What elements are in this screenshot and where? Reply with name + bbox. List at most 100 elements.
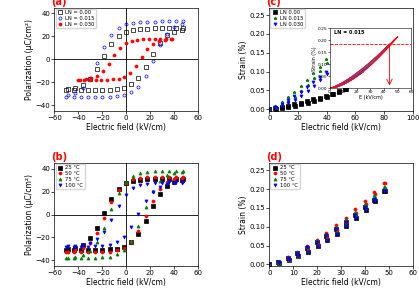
100 °C: [184, 181, 189, 184]
75 °C: [364, 200, 369, 204]
LN = 0.00: [159, 39, 164, 43]
100 °C: [267, 263, 272, 266]
75 °C: [152, 170, 157, 173]
LN = 0.00: [64, 88, 69, 92]
Y-axis label: Polarization (μC/cm²): Polarization (μC/cm²): [25, 19, 34, 100]
75 °C: [304, 245, 309, 249]
LN = 0.015: [93, 95, 98, 99]
25 °C: [142, 222, 147, 226]
LN = 0.00: [64, 88, 69, 91]
LN = 0.030: [171, 37, 176, 40]
X-axis label: Electric field (kV/cm): Electric field (kV/cm): [301, 123, 381, 132]
LN = 0.015: [64, 94, 69, 98]
LN = 0.00: [93, 88, 98, 92]
75 °C: [129, 175, 134, 179]
25 °C: [152, 177, 157, 181]
75 °C: [184, 169, 189, 173]
LN = 0.030: [99, 78, 104, 82]
25 °C: [386, 185, 391, 189]
Line: LN = 0.030: LN = 0.030: [77, 37, 176, 82]
LN 0.030: [267, 107, 272, 111]
LN 0.015: [267, 107, 272, 111]
100 °C: [64, 244, 69, 248]
50 °C: [289, 254, 294, 257]
75 °C: [289, 254, 294, 258]
75 °C: [64, 256, 69, 260]
100 °C: [129, 188, 134, 192]
100 °C: [363, 205, 368, 208]
25 °C: [359, 208, 364, 212]
Y-axis label: Strain (%): Strain (%): [239, 40, 248, 79]
75 °C: [142, 209, 147, 212]
50 °C: [184, 175, 189, 178]
25 °C: [364, 204, 369, 208]
50 °C: [359, 202, 364, 206]
Line: 25 °C: 25 °C: [65, 177, 187, 252]
25 °C: [304, 247, 309, 250]
LN = 0.015: [129, 21, 134, 25]
75 °C: [64, 256, 69, 259]
50 °C: [386, 177, 391, 181]
LN = 0.030: [76, 78, 81, 82]
25 °C: [93, 248, 98, 252]
25 °C: [267, 263, 272, 266]
25 °C: [184, 177, 189, 181]
Text: (b): (b): [52, 152, 68, 162]
LN 0.015: [346, 30, 351, 34]
LN 0.030: [331, 63, 336, 67]
50 °C: [267, 263, 272, 266]
100 °C: [359, 208, 364, 211]
100 °C: [130, 187, 135, 191]
LN 0.015: [330, 49, 335, 53]
Line: 50 °C: 50 °C: [65, 175, 187, 254]
25 °C: [129, 180, 134, 183]
100 °C: [289, 254, 294, 258]
Line: 75 °C: 75 °C: [65, 169, 187, 260]
50 °C: [64, 251, 69, 254]
50 °C: [152, 175, 157, 179]
LN = 0.015: [159, 41, 164, 45]
LN 0.030: [330, 64, 335, 67]
75 °C: [363, 201, 368, 205]
100 °C: [142, 201, 147, 205]
LN = 0.00: [130, 28, 135, 32]
Line: 25 °C: 25 °C: [268, 186, 391, 266]
LN = 0.030: [146, 37, 151, 41]
LN 0.030: [346, 49, 351, 53]
50 °C: [268, 263, 273, 266]
Line: LN 0.015: LN 0.015: [268, 31, 350, 111]
LN 0.015: [331, 49, 336, 52]
Line: LN 0.030: LN 0.030: [268, 49, 350, 111]
LN = 0.015: [64, 95, 69, 99]
LN = 0.030: [152, 42, 157, 45]
Legend: LN 0.00, LN 0.015, LN 0.030: LN 0.00, LN 0.015, LN 0.030: [271, 9, 305, 28]
75 °C: [267, 263, 272, 266]
100 °C: [93, 244, 98, 248]
100 °C: [364, 204, 369, 208]
25 °C: [130, 179, 135, 183]
Line: 100 °C: 100 °C: [65, 181, 187, 248]
LN 0.00: [291, 103, 296, 106]
50 °C: [93, 250, 98, 254]
LN = 0.030: [129, 39, 134, 43]
50 °C: [159, 186, 164, 189]
LN 0.00: [346, 86, 351, 90]
100 °C: [152, 181, 157, 185]
Text: (d): (d): [266, 152, 282, 162]
Legend: 25 °C, 50 °C, 75 °C, 100 °C: 25 °C, 50 °C, 75 °C, 100 °C: [56, 164, 85, 189]
LN 0.030: [291, 95, 296, 99]
100 °C: [304, 246, 309, 250]
LN 0.00: [267, 107, 272, 111]
X-axis label: Electric field (kV/cm): Electric field (kV/cm): [86, 123, 166, 132]
25 °C: [267, 263, 272, 266]
LN = 0.015: [152, 20, 157, 23]
50 °C: [363, 199, 368, 202]
LN 0.015: [328, 53, 333, 56]
50 °C: [129, 178, 134, 182]
75 °C: [93, 256, 98, 260]
Line: 100 °C: 100 °C: [268, 186, 391, 266]
X-axis label: Electric field (kV/cm): Electric field (kV/cm): [301, 278, 381, 287]
Text: (a): (a): [52, 0, 67, 7]
50 °C: [267, 263, 272, 266]
Line: 75 °C: 75 °C: [268, 181, 391, 266]
